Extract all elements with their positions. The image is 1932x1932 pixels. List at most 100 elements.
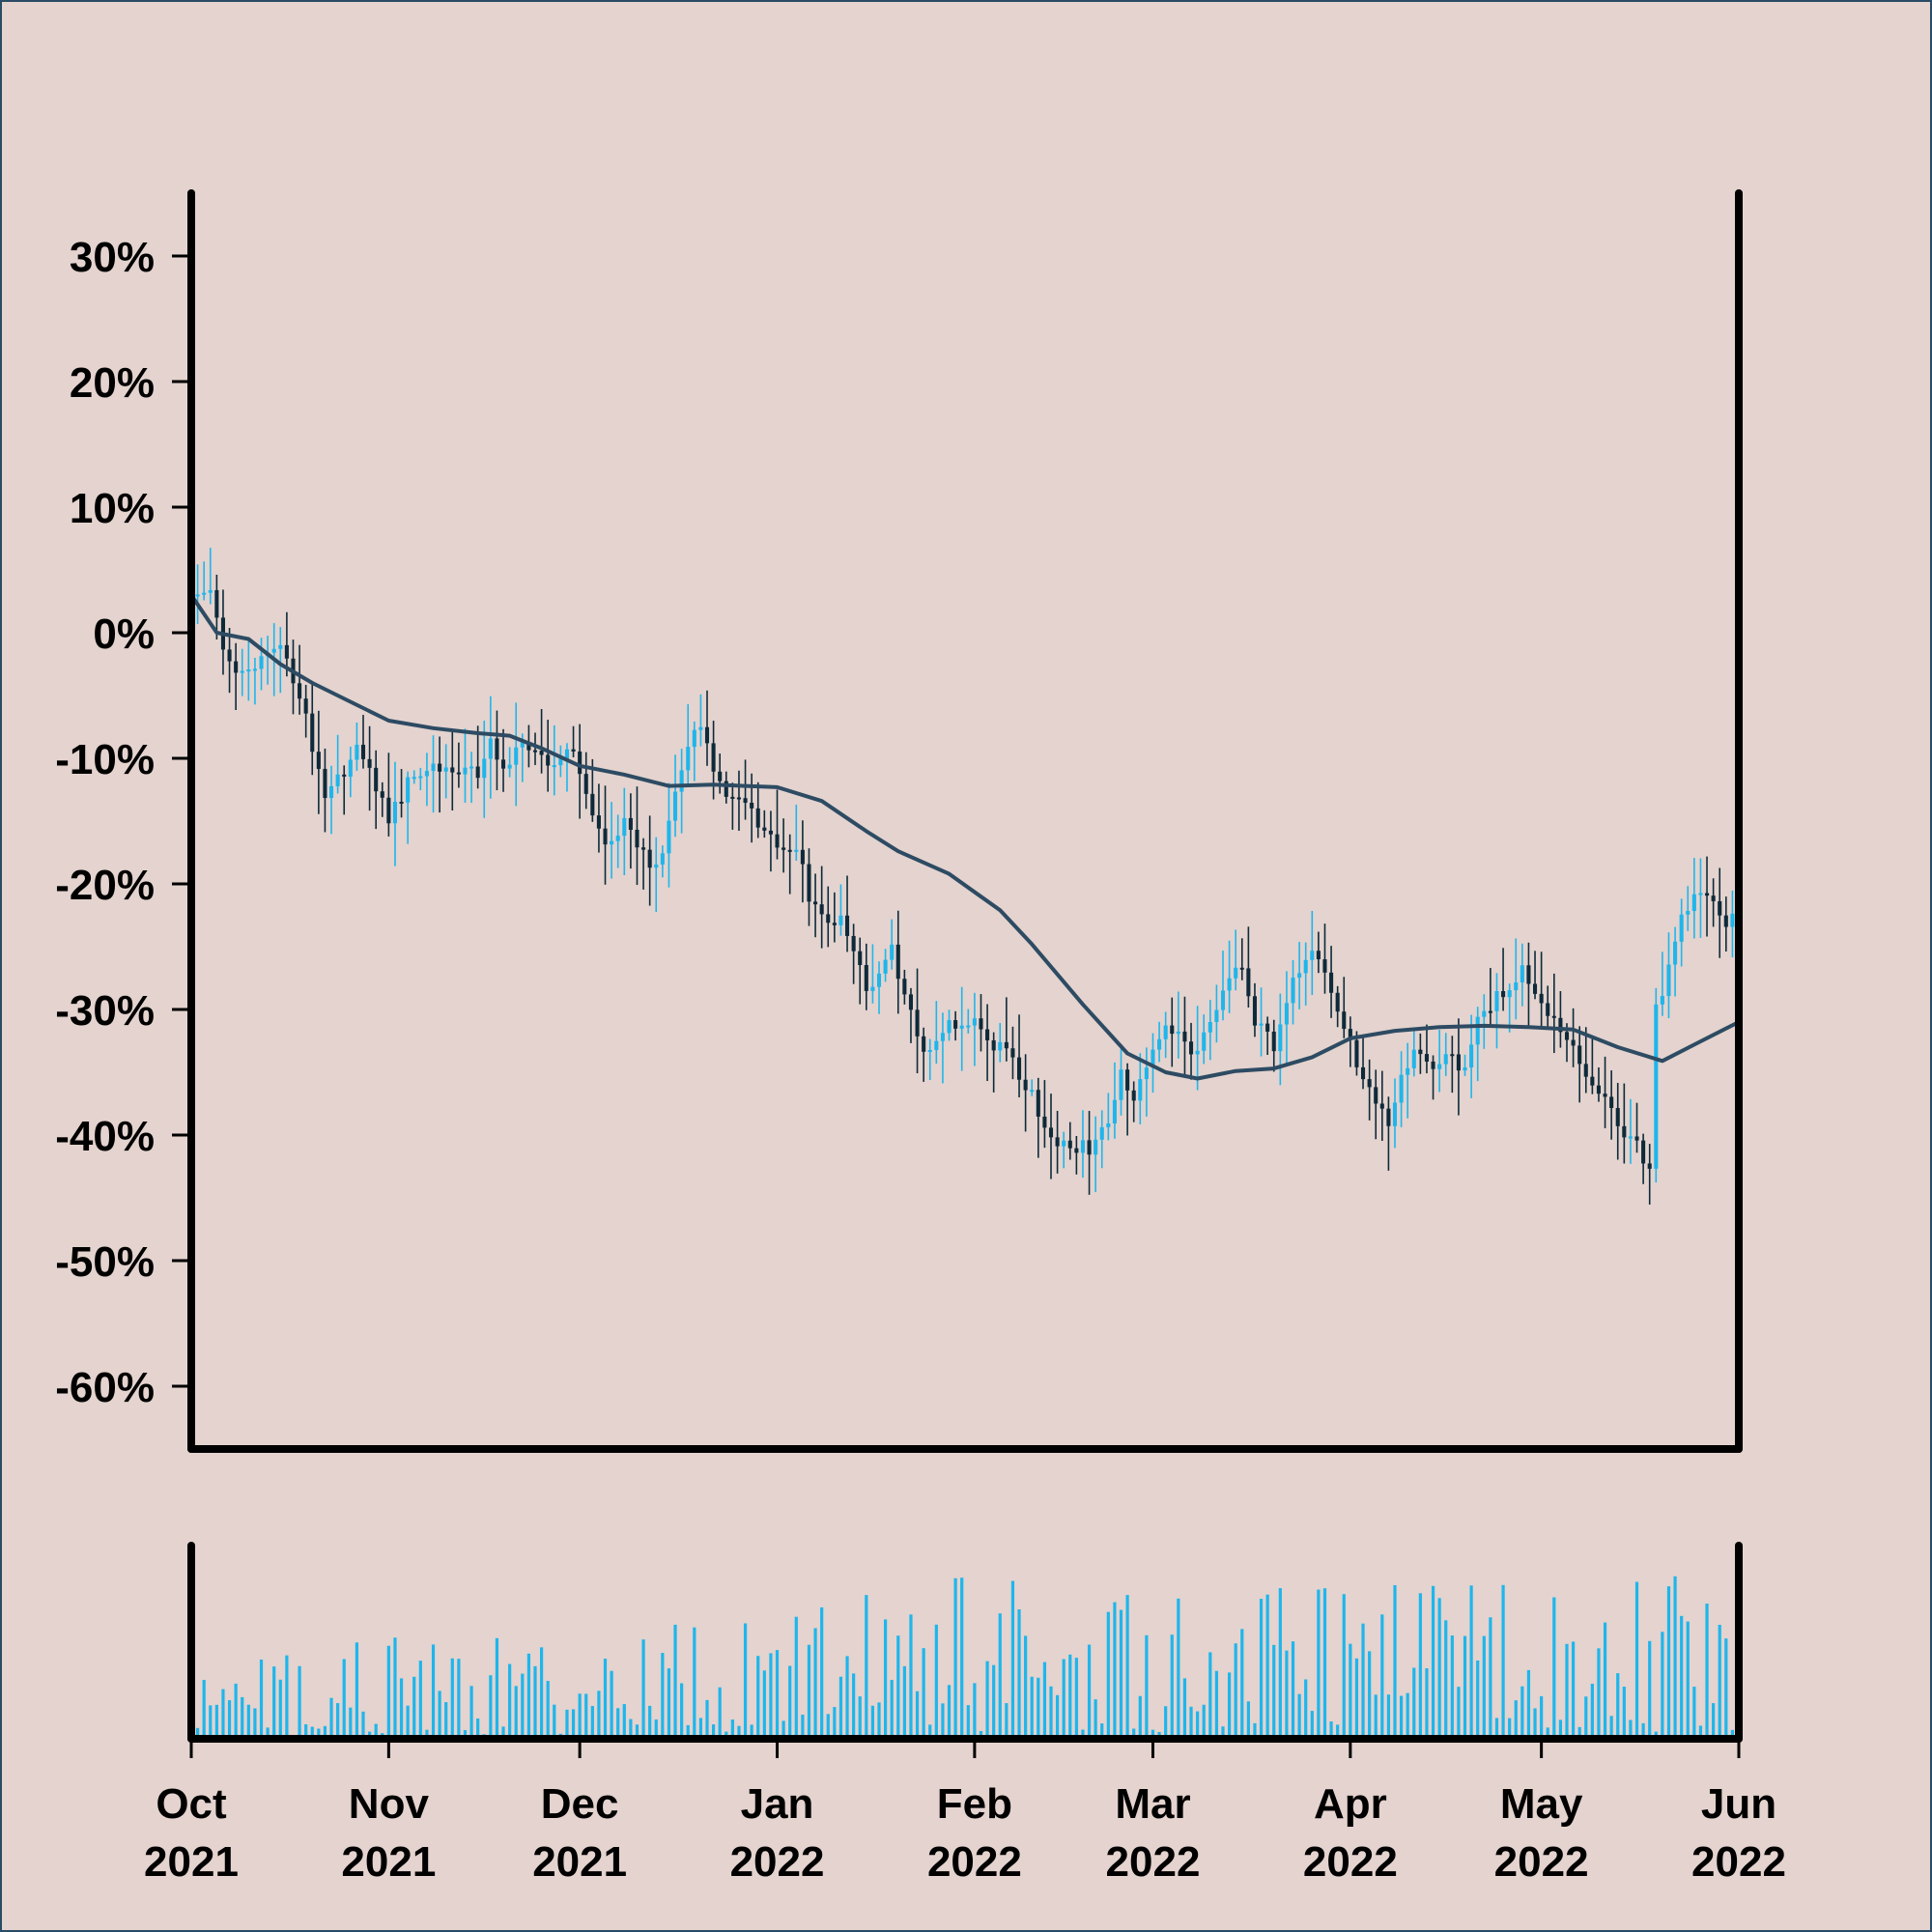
candle-body bbox=[692, 729, 696, 748]
volume-bar bbox=[1399, 1695, 1404, 1739]
candle-body bbox=[890, 944, 895, 960]
candle-body bbox=[998, 1041, 1003, 1051]
volume-bar bbox=[947, 1685, 952, 1739]
candle-body bbox=[1342, 1011, 1347, 1030]
candle-body bbox=[1234, 967, 1238, 979]
candle-body bbox=[1310, 951, 1315, 960]
volume-bar bbox=[1005, 1703, 1009, 1739]
y-tick-label: 10% bbox=[70, 485, 155, 532]
x-axis-ticks: Oct 2021 Nov 2021 Dec 2021 Jan 2022 Feb 2022 Mar 20… bbox=[144, 1739, 1786, 1886]
candle-body bbox=[1379, 1103, 1384, 1109]
volume-bar bbox=[1227, 1672, 1232, 1739]
candle-body bbox=[227, 649, 232, 662]
volume-bar bbox=[1425, 1667, 1429, 1739]
candle-body bbox=[915, 1009, 920, 1037]
candle-body bbox=[940, 1033, 945, 1041]
volume-bar bbox=[1055, 1694, 1060, 1739]
volume-bar bbox=[1265, 1594, 1269, 1739]
candle-body bbox=[1157, 1038, 1162, 1050]
candle-body bbox=[1622, 1125, 1627, 1138]
candle-body bbox=[1686, 911, 1690, 915]
volume-bar bbox=[438, 1690, 441, 1739]
volume-bar bbox=[1431, 1585, 1435, 1739]
volume-bar bbox=[234, 1683, 238, 1739]
volume-bar bbox=[195, 1727, 200, 1739]
y-tick-label: 20% bbox=[70, 359, 155, 407]
volume-bar bbox=[266, 1727, 270, 1739]
candle-body bbox=[1514, 982, 1519, 991]
volume-bar bbox=[807, 1644, 811, 1739]
volume-bar bbox=[1214, 1670, 1219, 1739]
volume-bar bbox=[1705, 1604, 1709, 1739]
candle-body bbox=[1583, 1064, 1588, 1077]
candle-body bbox=[495, 738, 499, 760]
candle-body bbox=[475, 766, 480, 779]
volume-bar bbox=[801, 1715, 805, 1739]
volume-bar bbox=[317, 1728, 321, 1739]
volume-bar bbox=[1514, 1700, 1518, 1739]
volume-bar bbox=[934, 1624, 938, 1739]
volume-bar bbox=[616, 1708, 620, 1739]
candle-body bbox=[1144, 1067, 1149, 1080]
candle-body bbox=[787, 849, 792, 852]
volume-bar bbox=[1616, 1673, 1620, 1739]
candle-body bbox=[1424, 1054, 1430, 1062]
volume-bar bbox=[1406, 1692, 1409, 1739]
volume-bar bbox=[1049, 1686, 1053, 1739]
volume-bar bbox=[998, 1613, 1002, 1739]
candle-body bbox=[1564, 1032, 1570, 1040]
volume-bar bbox=[686, 1724, 690, 1739]
candle-body bbox=[1546, 1003, 1550, 1016]
candle-body bbox=[876, 973, 882, 987]
volume-bar bbox=[1010, 1580, 1015, 1739]
volume-bar bbox=[1138, 1695, 1142, 1739]
volume-bar bbox=[858, 1696, 862, 1739]
candle-body bbox=[1673, 941, 1678, 965]
candle-body bbox=[959, 1025, 964, 1029]
candle-body bbox=[736, 797, 742, 800]
volume-bar bbox=[590, 1705, 594, 1739]
candle-body bbox=[762, 827, 767, 831]
volume-bar bbox=[1253, 1722, 1257, 1739]
x-tick-year-label: 2022 bbox=[1106, 1838, 1201, 1886]
volume-bar bbox=[922, 1648, 925, 1739]
candle-body bbox=[342, 774, 347, 777]
price-axes bbox=[187, 189, 1743, 1453]
candle-body bbox=[1316, 951, 1321, 960]
x-tick-year-label: 2022 bbox=[1303, 1838, 1398, 1886]
price-panel: 30% 20% 10% 0% -10% -20% -30% -40% -50% -60% bbox=[55, 189, 1743, 1453]
volume-bar bbox=[1520, 1686, 1524, 1739]
candle-body bbox=[750, 803, 754, 809]
candle-body bbox=[1711, 895, 1716, 901]
candle-body bbox=[310, 713, 315, 753]
volume-bar bbox=[622, 1704, 626, 1739]
candle-body bbox=[1030, 1090, 1035, 1093]
candle-body bbox=[1170, 1025, 1175, 1035]
candle-body bbox=[1271, 1031, 1276, 1052]
volume-bar bbox=[775, 1650, 780, 1739]
candle-body bbox=[1335, 992, 1340, 1012]
candle-body bbox=[966, 1025, 971, 1028]
volume-bar bbox=[852, 1673, 856, 1739]
candle-body bbox=[1329, 972, 1334, 993]
volume-bar bbox=[1469, 1585, 1473, 1739]
candle-body bbox=[1259, 1023, 1264, 1026]
volume-bar bbox=[1577, 1726, 1581, 1739]
volume-bar bbox=[1380, 1614, 1384, 1739]
x-tick-month-label: Nov bbox=[349, 1780, 430, 1828]
candle-body bbox=[813, 901, 818, 905]
volume-bar bbox=[992, 1664, 996, 1739]
candle-body bbox=[1067, 1140, 1072, 1149]
candle-body bbox=[348, 759, 353, 777]
volume-bar bbox=[966, 1705, 970, 1739]
volume-bar bbox=[953, 1577, 957, 1739]
candle-body bbox=[1641, 1140, 1646, 1164]
volume-bar bbox=[1730, 1729, 1735, 1739]
candle-body bbox=[1679, 914, 1684, 942]
volume-bar bbox=[1278, 1588, 1282, 1739]
candle-body bbox=[583, 774, 588, 794]
candle-body bbox=[1431, 1061, 1435, 1069]
candle-body bbox=[246, 669, 251, 672]
candle-body bbox=[807, 864, 811, 902]
volume-bar bbox=[909, 1614, 913, 1739]
